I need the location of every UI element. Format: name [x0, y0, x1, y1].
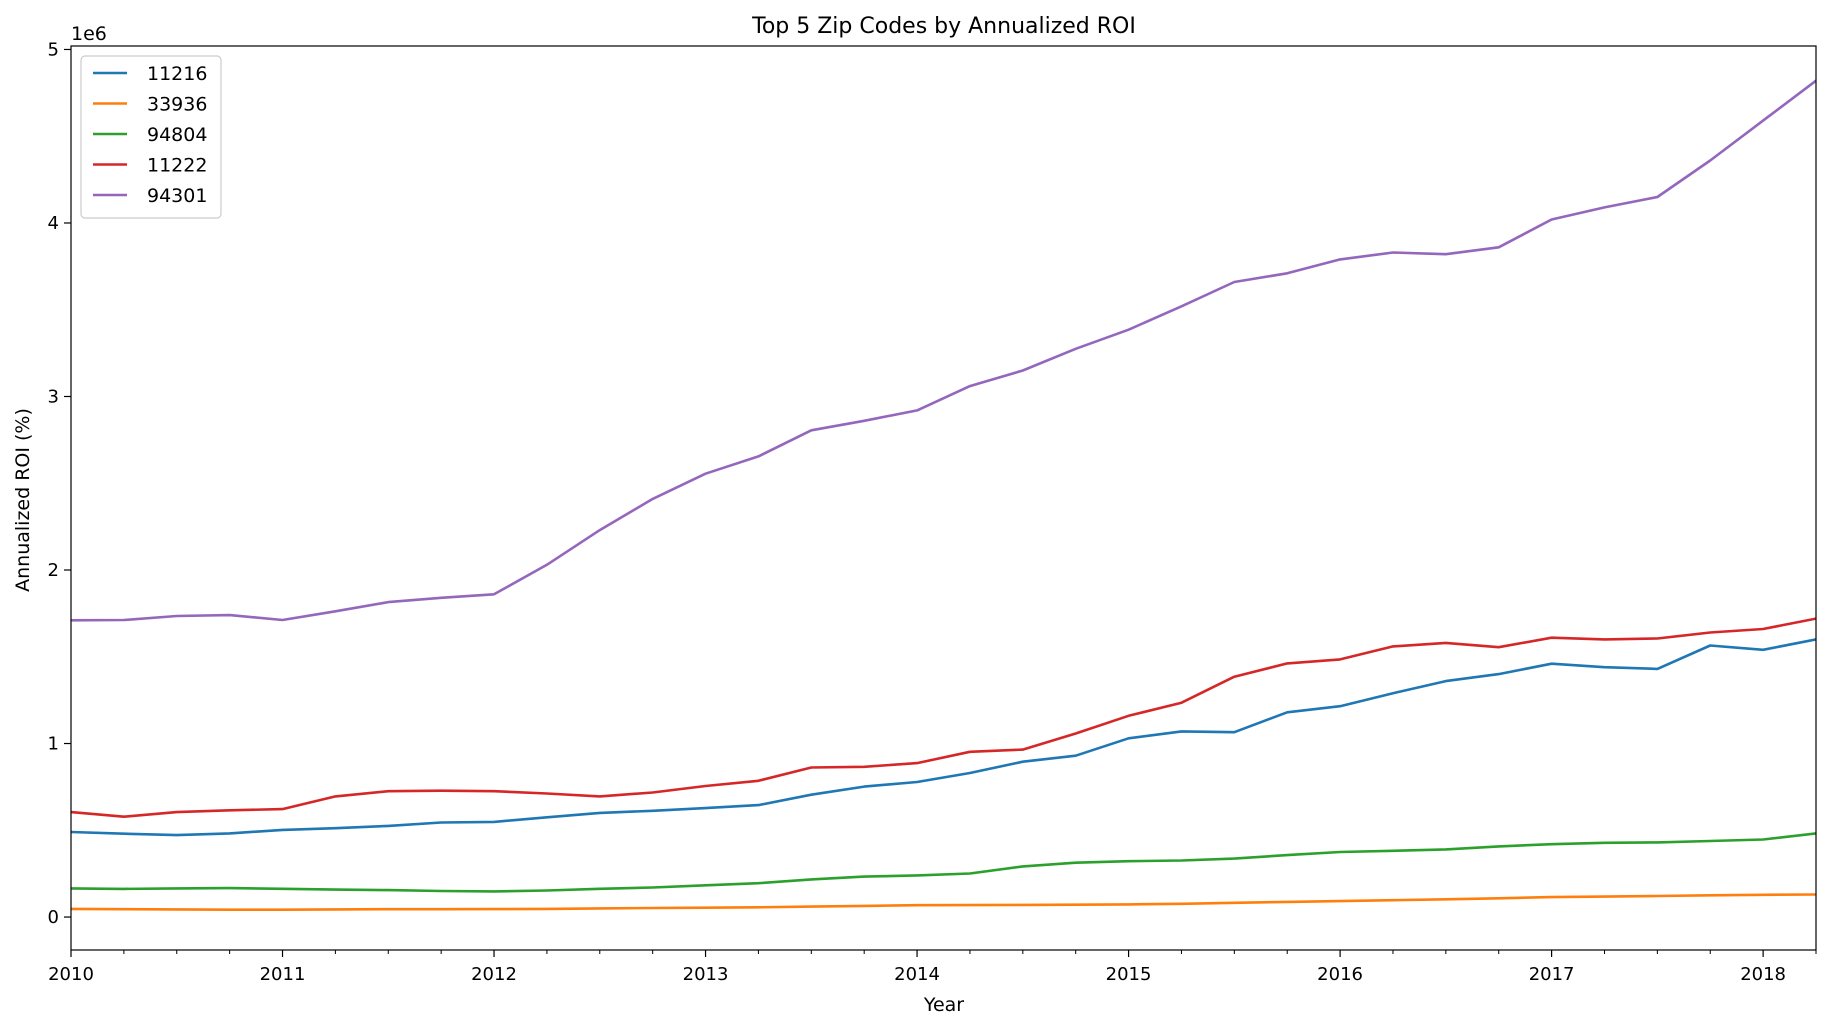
y-tick-label: 4: [48, 213, 59, 234]
x-tick-label: 2017: [1529, 964, 1575, 985]
series-line-94301: [71, 79, 1816, 622]
x-tick-label: 2011: [260, 964, 306, 985]
legend-label: 33936: [147, 94, 207, 116]
series-lines: [71, 79, 1816, 912]
x-tick-label: 2015: [1106, 964, 1152, 985]
axes-frame: [70, 45, 1817, 951]
y-tick-label: 1: [48, 734, 59, 755]
y-axis-label: Annualized ROI (%): [12, 408, 34, 592]
y-tick-label: 5: [48, 39, 59, 60]
x-axis-label: Year: [923, 994, 964, 1016]
plot-area: 2010 2011 2012 2013 2014 2015 2016 2017 2018 0 1 2 3…: [48, 39, 1817, 985]
legend: 11216 33936 94804 11222 94301: [80, 55, 222, 219]
series-line-11222: [71, 617, 1816, 819]
x-tick-label: 2013: [683, 964, 729, 985]
y-tick-label: 3: [48, 386, 59, 407]
legend-label: 11222: [147, 155, 207, 177]
series-line-33936: [71, 893, 1816, 912]
x-tick-label: 2010: [48, 964, 94, 985]
series-line-94804: [71, 832, 1816, 893]
legend-label: 11216: [147, 63, 207, 85]
y-axis-multiplier: 1e6: [71, 23, 107, 45]
legend-label: 94804: [147, 124, 207, 146]
x-tick-label: 2016: [1317, 964, 1363, 985]
x-tick-label: 2018: [1740, 964, 1786, 985]
y-tick-label: 0: [48, 907, 59, 928]
x-tick-label: 2014: [894, 964, 940, 985]
series-line-11216: [71, 638, 1816, 837]
legend-label: 94301: [147, 185, 207, 207]
y-tick-label: 2: [48, 560, 59, 581]
x-tick-label: 2012: [471, 964, 517, 985]
legend-box: [80, 55, 222, 219]
chart-title: Top 5 Zip Codes by Annualized ROI: [751, 14, 1136, 39]
